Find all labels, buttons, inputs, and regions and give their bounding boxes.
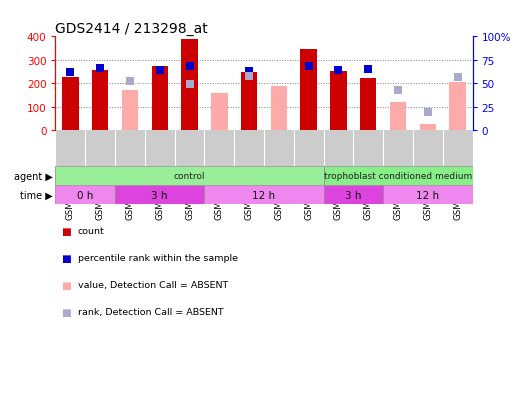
Text: ■: ■ xyxy=(61,280,70,290)
Text: 12 h: 12 h xyxy=(416,190,439,200)
Text: control: control xyxy=(174,172,205,181)
Bar xyxy=(62,78,79,131)
Text: 0 h: 0 h xyxy=(77,190,93,200)
Bar xyxy=(115,186,204,204)
Bar xyxy=(241,73,257,131)
Bar xyxy=(324,167,473,186)
Text: ■: ■ xyxy=(61,307,70,317)
Bar xyxy=(152,66,168,131)
Bar xyxy=(211,94,228,131)
Text: percentile rank within the sample: percentile rank within the sample xyxy=(78,254,238,263)
Text: GDS2414 / 213298_at: GDS2414 / 213298_at xyxy=(55,22,208,36)
Bar xyxy=(92,71,108,131)
Text: 3 h: 3 h xyxy=(345,190,362,200)
Bar xyxy=(300,50,317,131)
Text: count: count xyxy=(78,227,105,236)
Bar xyxy=(420,124,436,131)
Bar xyxy=(122,91,138,131)
Bar xyxy=(331,71,347,131)
Bar xyxy=(390,103,406,131)
Text: 12 h: 12 h xyxy=(252,190,276,200)
Bar xyxy=(55,167,324,186)
Text: ■: ■ xyxy=(61,253,70,263)
Bar xyxy=(204,186,324,204)
Text: trophoblast conditioned medium: trophoblast conditioned medium xyxy=(324,172,472,181)
Bar xyxy=(55,186,115,204)
Bar xyxy=(324,186,383,204)
Bar xyxy=(271,86,287,131)
Text: time ▶: time ▶ xyxy=(20,190,53,200)
Text: 3 h: 3 h xyxy=(152,190,168,200)
Text: value, Detection Call = ABSENT: value, Detection Call = ABSENT xyxy=(78,280,228,290)
Text: rank, Detection Call = ABSENT: rank, Detection Call = ABSENT xyxy=(78,307,223,316)
Bar xyxy=(383,186,473,204)
Bar xyxy=(360,79,376,131)
Bar xyxy=(181,40,197,131)
Bar xyxy=(449,83,466,131)
Text: agent ▶: agent ▶ xyxy=(14,171,53,181)
Text: ■: ■ xyxy=(61,226,70,236)
